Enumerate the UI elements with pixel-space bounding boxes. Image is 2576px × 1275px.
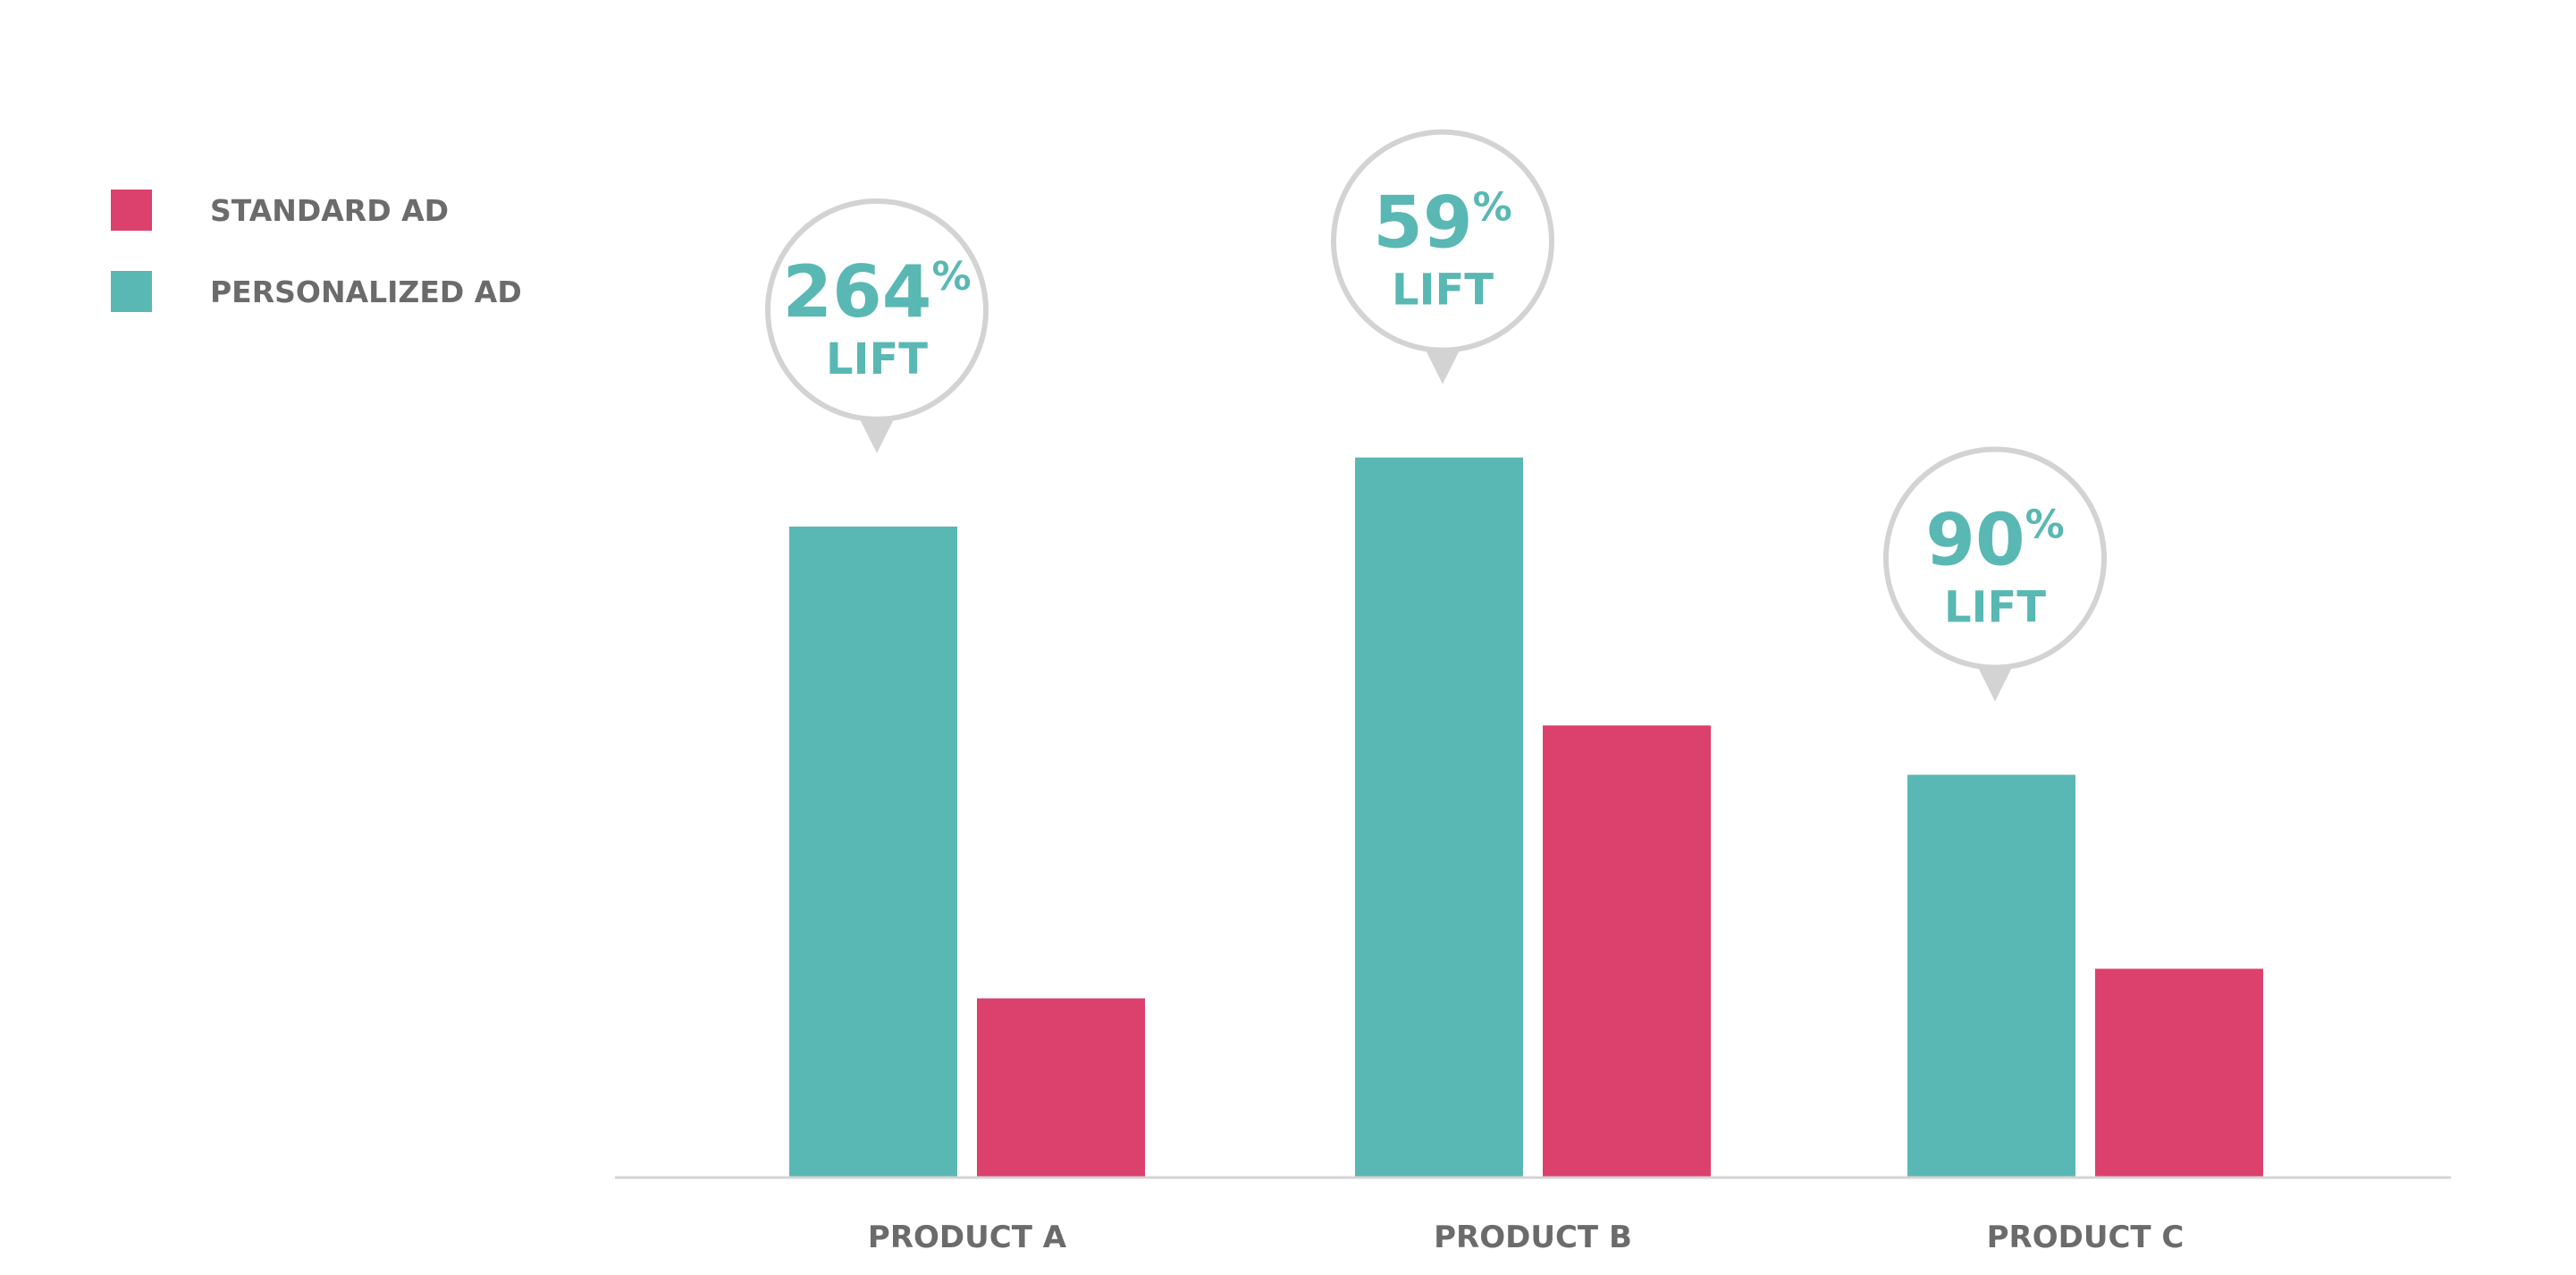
bar-personalized-ad-product-a	[789, 526, 957, 1178]
bar-standard-ad-product-c	[2095, 968, 2263, 1178]
bubble-circle	[1883, 446, 2107, 671]
category-label-product-b: PRODUCT B	[1434, 1220, 1632, 1255]
lift-value: 59%	[1373, 182, 1511, 265]
category-labels: PRODUCT A PRODUCT B PRODUCT C	[868, 1220, 2184, 1255]
lift-word: LIFT	[1944, 583, 2046, 633]
lift-bubble-product-c: 90%LIFT	[1883, 446, 2107, 702]
bars	[789, 457, 2263, 1178]
bar-personalized-ad-product-b	[1355, 457, 1523, 1178]
lift-value: 264%	[782, 250, 971, 334]
category-label-product-a: PRODUCT A	[868, 1220, 1067, 1255]
legend-swatch-standard-ad	[111, 190, 152, 231]
bubble-pointer	[1975, 662, 2015, 702]
bubble-circle	[1331, 129, 1554, 353]
legend-swatch-personalized-ad	[111, 271, 152, 312]
bubble-circle	[765, 198, 989, 422]
bar-standard-ad-product-b	[1543, 725, 1711, 1178]
legend-label-standard-ad: STANDARD AD	[210, 193, 449, 228]
legend: STANDARD AD PERSONALIZED AD	[111, 190, 522, 312]
lift-word: LIFT	[826, 334, 928, 384]
bubble-pointer	[1423, 344, 1462, 384]
bubble-pointer	[857, 413, 897, 453]
lift-value: 90%	[1925, 499, 2064, 582]
bar-personalized-ad-product-c	[1907, 774, 2075, 1178]
lift-bubble-product-b: 59%LIFT	[1331, 129, 1554, 384]
category-label-product-c: PRODUCT C	[1987, 1220, 2185, 1255]
lift-bubble-product-a: 264%LIFT	[765, 198, 989, 453]
legend-label-personalized-ad: PERSONALIZED AD	[210, 274, 522, 309]
bar-standard-ad-product-a	[977, 998, 1145, 1178]
lift-word: LIFT	[1392, 266, 1494, 316]
